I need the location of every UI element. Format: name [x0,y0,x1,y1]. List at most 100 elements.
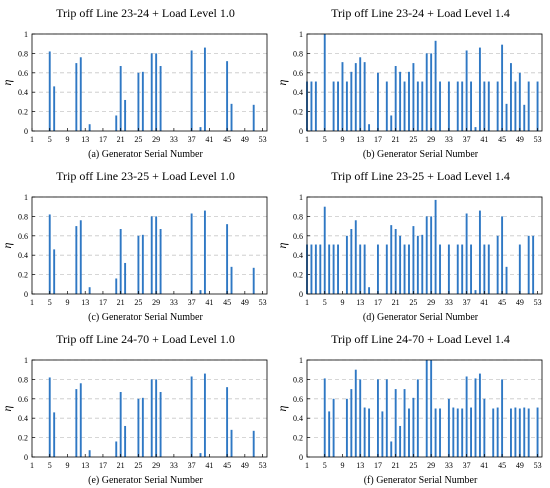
bar [403,389,406,457]
y-tick-label: 0.2 [293,108,303,117]
x-tick-label: 49 [241,298,249,307]
x-tick-label: 1 [305,135,309,144]
bar [359,379,362,457]
bar [510,63,512,131]
bar [159,229,162,294]
x-tick-label: 5 [323,298,327,307]
x-tick-label: 25 [409,135,417,144]
y-tick-label: 0.6 [293,232,303,241]
x-tick-label: 41 [480,298,488,307]
x-tick-label: 25 [134,461,142,470]
bar [203,210,206,294]
bar [155,216,158,294]
y-tick-label: 0 [24,453,28,462]
bar [328,411,331,457]
x-tick-label: 33 [445,298,453,307]
bar [252,430,255,457]
bar [483,244,486,294]
x-tick-label: 25 [409,298,417,307]
chart-panel-5: Trip off Line 24-70 + Load Level 1.0 0 0.2… [0,326,275,488]
chart-title: Trip off Line 24-70 + Load Level 1.4 [331,332,510,346]
bar [88,124,91,131]
x-tick-label: 5 [48,298,52,307]
x-tick-label: 49 [241,135,249,144]
bar [381,411,384,457]
bar [252,104,255,131]
x-tick-label: 21 [117,298,125,307]
x-tick-label: 13 [356,135,364,144]
bar [399,71,402,131]
bar [474,378,477,457]
x-tick-label: 9 [65,461,69,470]
bar [376,379,379,457]
bar [518,244,521,294]
bar [124,262,127,294]
x-tick-label: 41 [205,135,213,144]
bar [141,397,144,457]
x-tick-label: 5 [48,461,52,470]
bar [470,244,473,294]
bar [416,235,419,294]
bar [345,81,348,131]
x-tick-label: 49 [516,135,524,144]
bar [461,244,464,294]
bar [439,81,441,131]
bar [456,81,459,131]
x-tick-label: 17 [374,298,382,307]
x-tick-label: 17 [99,135,107,144]
chart-panel-6: Trip off Line 24-70 + Load Level 1.4 0 0.2… [275,326,550,488]
x-tick-label: 21 [392,461,400,470]
bar [412,226,415,294]
chart-title: Trip off Line 24-70 + Load Level 1.0 [56,332,235,346]
bar [323,378,326,457]
bar [88,450,91,457]
y-tick-label: 0.6 [18,395,28,404]
bar [408,408,410,457]
y-tick-label: 0.8 [293,212,303,221]
y-axis-label: η [275,405,289,411]
bar [390,225,393,294]
bar [430,216,433,294]
x-tick-label: 49 [516,298,524,307]
axes-frame [31,359,268,458]
bar [159,66,162,131]
bar [430,360,433,457]
bar [359,244,362,294]
x-tick-label: 9 [340,135,344,144]
bar [350,229,353,294]
bar [141,71,144,131]
y-tick-label: 0.4 [293,414,303,423]
bar [483,81,486,131]
x-tick-label: 37 [188,461,196,470]
y-tick-label: 0.8 [18,375,28,384]
bar [345,235,348,294]
y-axis-label: η [275,79,289,85]
bar [434,408,437,457]
x-tick-label: 5 [323,461,327,470]
y-tick-label: 1 [299,30,303,39]
bar [137,398,140,457]
x-tick-label: 33 [170,461,178,470]
bar [79,57,82,131]
y-tick-label: 0 [24,290,28,299]
bar [487,244,490,294]
bar [403,81,406,131]
chart-caption: (d) Generator Serial Number [363,312,479,323]
bar-chart: Trip off Line 23-25 + Load Level 1.4 0 0.2… [275,169,543,323]
bar [323,206,326,294]
y-tick-label: 0.2 [18,108,28,117]
chart-title: Trip off Line 23-25 + Load Level 1.4 [331,169,510,183]
x-tick-label: 1 [30,461,34,470]
x-tick-label: 37 [188,135,196,144]
x-tick-label: 41 [205,461,213,470]
y-tick-label: 0 [299,127,303,136]
x-tick-label: 13 [81,298,89,307]
bar [487,81,490,131]
bar [150,53,153,131]
bar-chart: Trip off Line 24-70 + Load Level 1.0 0 0.2… [0,332,268,486]
bar [328,244,331,294]
bar [447,244,450,294]
x-tick-label: 25 [134,135,142,144]
bar [461,81,464,131]
